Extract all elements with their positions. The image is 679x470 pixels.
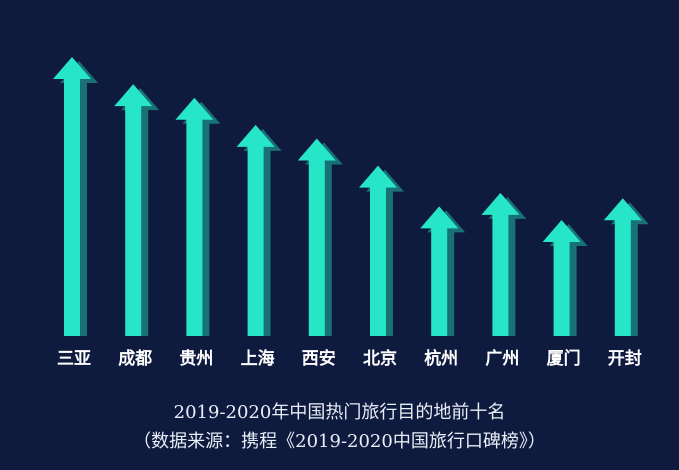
chart-source-note: （数据来源：携程《2019-2020中国旅行口碑榜》）	[133, 431, 546, 452]
arrow-bar	[53, 57, 98, 336]
arrow-bar	[236, 124, 282, 337]
arrow-bar	[175, 97, 221, 336]
arrow-mark	[420, 206, 459, 336]
category-label: 西安	[302, 348, 336, 369]
arrow-group	[53, 57, 649, 337]
category-label: 厦门	[547, 348, 581, 369]
arrow-mark	[603, 198, 642, 336]
arrow-mark	[359, 165, 397, 336]
arrow-mark	[481, 192, 520, 336]
arrow-bar	[359, 165, 404, 336]
arrow-mark	[114, 84, 153, 337]
category-label: 北京	[363, 348, 397, 369]
category-label: 广州	[485, 348, 519, 369]
arrow-mark	[175, 97, 214, 336]
category-label-group: 三亚 成都 贵州 上海 西安 北京 杭州 广州 厦门 开封	[57, 348, 642, 369]
arrow-bar	[420, 206, 466, 336]
category-label: 贵州	[179, 348, 213, 369]
category-label: 成都	[118, 348, 152, 369]
arrow-mark	[542, 220, 581, 336]
chart-title: 2019-2020年中国热门旅行目的地前十名	[173, 402, 506, 423]
arrow-mark	[236, 124, 275, 337]
arrow-bar	[603, 198, 649, 336]
arrow-mark	[53, 57, 91, 336]
category-label: 三亚	[57, 349, 91, 369]
arrow-bar	[542, 220, 588, 336]
category-label: 上海	[241, 348, 275, 369]
category-label: 杭州	[424, 348, 458, 369]
arrow-bar	[114, 84, 160, 337]
arrow-mark	[297, 138, 336, 336]
arrow-bar	[481, 192, 527, 336]
arrow-bar	[297, 138, 343, 336]
category-label: 开封	[608, 348, 642, 369]
